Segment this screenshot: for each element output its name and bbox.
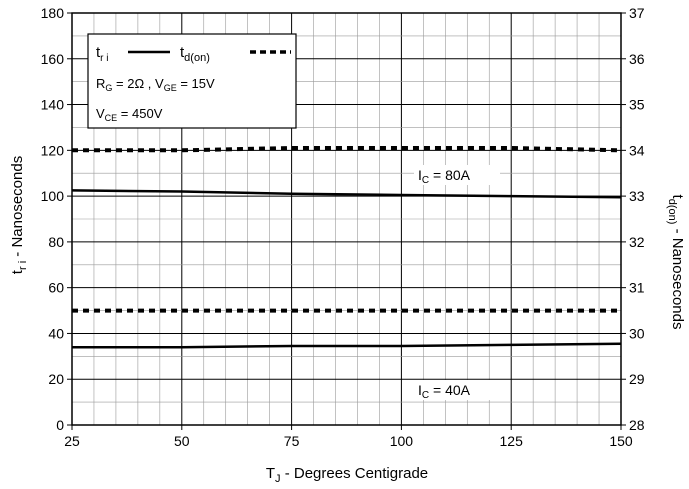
y-right-tick-label: 35 (629, 97, 645, 113)
legend-condition-rg-vge: RG = 2Ω , VGE = 15V (96, 76, 215, 93)
x-tick-label: 25 (64, 433, 80, 449)
y-right-tick-label: 34 (629, 142, 645, 158)
y-right-tick-label: 37 (629, 5, 645, 21)
legend-box (87, 33, 297, 129)
legend-condition-vce: VCE = 450V (96, 106, 163, 123)
y-left-tick-label: 20 (48, 371, 64, 387)
y-left-tick-label: 180 (41, 5, 65, 21)
y-left-tick-label: 140 (41, 97, 65, 113)
y-right-tick-label: 32 (629, 234, 645, 250)
y-left-tick-label: 100 (41, 188, 65, 204)
right-axis-label: td(on) - Nanoseconds (666, 195, 686, 330)
series-line-tri-ic80a (71, 189, 622, 199)
legend-tri-label: tr i (96, 44, 109, 64)
legend-tdon-label: td(on) (180, 44, 210, 64)
x-tick-label: 150 (609, 433, 633, 449)
annotation-ic-80a-bg (414, 165, 500, 185)
series-layer (71, 146, 622, 349)
y-left-tick-label: 160 (41, 51, 65, 67)
series-line-tdon-ic80a (72, 146, 622, 153)
y-left-tick-label: 60 (48, 280, 64, 296)
y-left-tick-label: 0 (56, 417, 64, 433)
y-right-tick-label: 31 (629, 280, 645, 296)
annotation-ic-80a-text: IC = 80A (418, 167, 471, 186)
x-axis-label: TJ - Degrees Centigrade (266, 465, 428, 485)
y-right-tick-label: 30 (629, 325, 645, 341)
annotation-ic-40a-bg (414, 380, 500, 400)
left-axis-label: tr i - Nanoseconds (9, 156, 29, 274)
y-left-tick-label: 40 (48, 325, 64, 341)
y-right-tick-label: 29 (629, 371, 645, 387)
y-right-tick-label: 36 (629, 51, 645, 67)
y-right-tick-label: 28 (629, 417, 645, 433)
y-left-tick-label: 120 (41, 142, 65, 158)
y-left-tick-label: 80 (48, 234, 64, 250)
x-tick-label: 50 (174, 433, 190, 449)
annotation-ic-40a: IC = 40A (414, 380, 500, 401)
annotation-ic-80a: IC = 80A (414, 165, 500, 186)
x-tick-label: 100 (390, 433, 414, 449)
x-tick-label: 125 (500, 433, 524, 449)
annotation-ic-40a-text: IC = 40A (418, 382, 471, 401)
series-line-tri-ic40a (72, 342, 622, 349)
y-right-tick-label: 33 (629, 188, 645, 204)
legend: tr i td(on) RG = 2Ω , VGE = 15V VCE = 45… (87, 33, 297, 129)
x-tick-label: 75 (284, 433, 300, 449)
plot-frame (71, 12, 622, 426)
tick-labels: 25 50 75 100 125 150 0 20 40 60 80 100 120 140 160 180 2… (41, 5, 645, 449)
